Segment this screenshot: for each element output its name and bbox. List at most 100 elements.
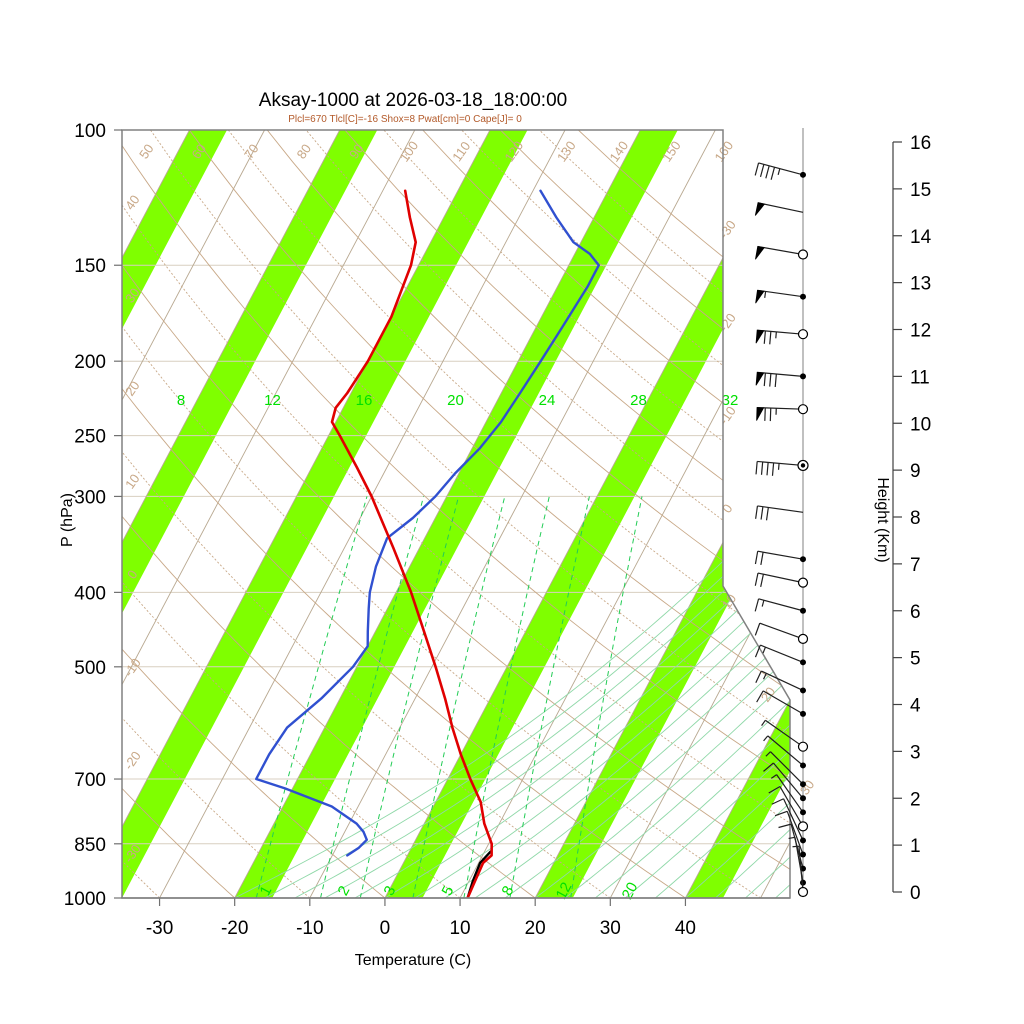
wind-barb xyxy=(754,622,809,644)
level-dot-marker xyxy=(800,851,806,858)
moist-adiabat-line xyxy=(564,130,790,898)
mixing-ratio-label: 12 xyxy=(553,880,576,903)
dry-adiabat-label: 40 xyxy=(122,192,143,212)
y-tick-label: 1000 xyxy=(64,889,106,910)
level-dot-marker xyxy=(800,607,806,614)
dry-adiabat-line xyxy=(122,130,761,898)
isotherm-line xyxy=(459,130,790,898)
isotherm-line xyxy=(122,130,265,898)
y-tick-label: 200 xyxy=(74,352,106,373)
level-dot-marker xyxy=(800,781,806,788)
wind-barb xyxy=(763,735,806,769)
level-dot-marker xyxy=(800,795,806,802)
isotherm-line xyxy=(309,130,716,898)
mixing-ratio-line xyxy=(463,496,550,898)
moist-adiabat-label: 12 xyxy=(264,392,281,409)
wind-barb xyxy=(754,550,806,566)
height-tick-label: 7 xyxy=(910,555,921,576)
level-open-marker xyxy=(797,404,809,415)
x-tick-label: 20 xyxy=(525,918,546,939)
level-dot-marker xyxy=(800,293,806,300)
level-dot-marker xyxy=(800,659,806,666)
isotherm-line xyxy=(122,130,416,898)
dry-adiabat-label: 30 xyxy=(122,285,143,305)
mixing-ratio-line xyxy=(570,496,643,898)
wind-barb xyxy=(754,644,806,666)
mixing-ratio-label: 20 xyxy=(619,880,642,903)
height-tick-label: 6 xyxy=(910,602,921,623)
height-tick-label: 8 xyxy=(910,508,921,529)
moist-adiabat-line xyxy=(264,130,790,898)
wind-barb xyxy=(754,202,804,216)
pressure-axis: 100 150 200 250 300 400 500 700 850 1000 xyxy=(64,121,122,910)
shaded-isotherm-bands xyxy=(122,130,790,898)
height-tick-label: 16 xyxy=(910,133,931,154)
level-open-marker xyxy=(797,886,809,898)
dry-adiabat-label: 10 xyxy=(719,591,740,611)
dry-adiabat-line xyxy=(305,130,790,898)
level-dot-marker xyxy=(800,687,806,694)
moist-adiabat-line xyxy=(354,130,790,898)
moist-adiabat-lines xyxy=(234,130,790,898)
level-open-marker xyxy=(797,329,809,340)
moist-adiabat-label: 24 xyxy=(539,392,556,409)
dewpoint-profile-curve xyxy=(255,189,600,857)
dry-adiabat-line xyxy=(150,130,790,898)
dry-adiabat-label: 70 xyxy=(241,141,262,161)
moist-adiabat-label: 16 xyxy=(356,392,373,409)
height-tick-label: 14 xyxy=(910,227,932,248)
isobar-lines xyxy=(122,130,790,898)
height-axis-title: Height (Km) xyxy=(874,477,891,562)
x-axis-title: Temperature (C) xyxy=(355,952,471,969)
y-tick-label: 250 xyxy=(74,427,106,448)
moist-adiabat-line xyxy=(534,130,790,898)
level-open-marker xyxy=(797,249,809,260)
dry-adiabat-line xyxy=(122,130,790,898)
shade-band xyxy=(122,130,378,898)
wind-barb xyxy=(756,404,809,422)
wind-barb xyxy=(755,289,806,304)
moist-adiabat-line xyxy=(715,130,790,898)
wind-barb xyxy=(765,751,806,788)
moist-adiabat-line xyxy=(294,130,790,898)
wind-barb xyxy=(761,719,809,752)
mixing-ratio-line xyxy=(412,496,506,898)
wind-barb xyxy=(771,798,806,844)
wind-barb xyxy=(763,762,806,802)
mixing-ratio-lines xyxy=(255,496,643,898)
dry-adiabat-line xyxy=(122,130,536,898)
moist-adiabat-line xyxy=(234,130,790,898)
moist-adiabat-line xyxy=(474,130,790,898)
wind-barb xyxy=(755,371,806,388)
wind-barb xyxy=(755,245,809,260)
indices-subtitle: Plcl=670 Tlcl[C]=-16 Shox=8 Pwat[cm]=0 C… xyxy=(288,114,522,125)
height-tick-label: 12 xyxy=(910,321,931,342)
shade-band xyxy=(234,130,678,898)
level-dot-marker xyxy=(800,837,806,844)
dry-adiabat-line xyxy=(122,130,311,898)
height-tick-label: 13 xyxy=(910,274,931,295)
y-tick-label: 400 xyxy=(74,583,106,604)
moist-adiabat-label: 32 xyxy=(722,392,739,409)
wind-barb xyxy=(774,810,806,858)
level-dot-marker xyxy=(800,809,806,816)
dry-adiabat-label: 20 xyxy=(122,378,143,398)
height-tick-label: 5 xyxy=(910,649,921,670)
wind-barb xyxy=(754,162,806,180)
isotherm-line xyxy=(234,130,641,898)
dry-adiabat-line xyxy=(122,130,386,898)
mixing-ratio-line xyxy=(320,496,425,898)
dry-adiabat-line xyxy=(122,130,611,898)
height-tick-label: 15 xyxy=(910,180,931,201)
dry-adiabat-label: 90 xyxy=(346,141,367,161)
wind-barb-staff xyxy=(754,127,809,898)
moist-adiabat-line xyxy=(504,130,790,898)
isotherm-line xyxy=(122,130,491,898)
height-tick-label: 4 xyxy=(910,696,921,717)
level-dot-marker xyxy=(800,710,806,717)
dry-adiabat-line xyxy=(344,130,790,898)
moist-adiabat-line xyxy=(625,130,790,898)
level-open-marker xyxy=(797,577,809,588)
